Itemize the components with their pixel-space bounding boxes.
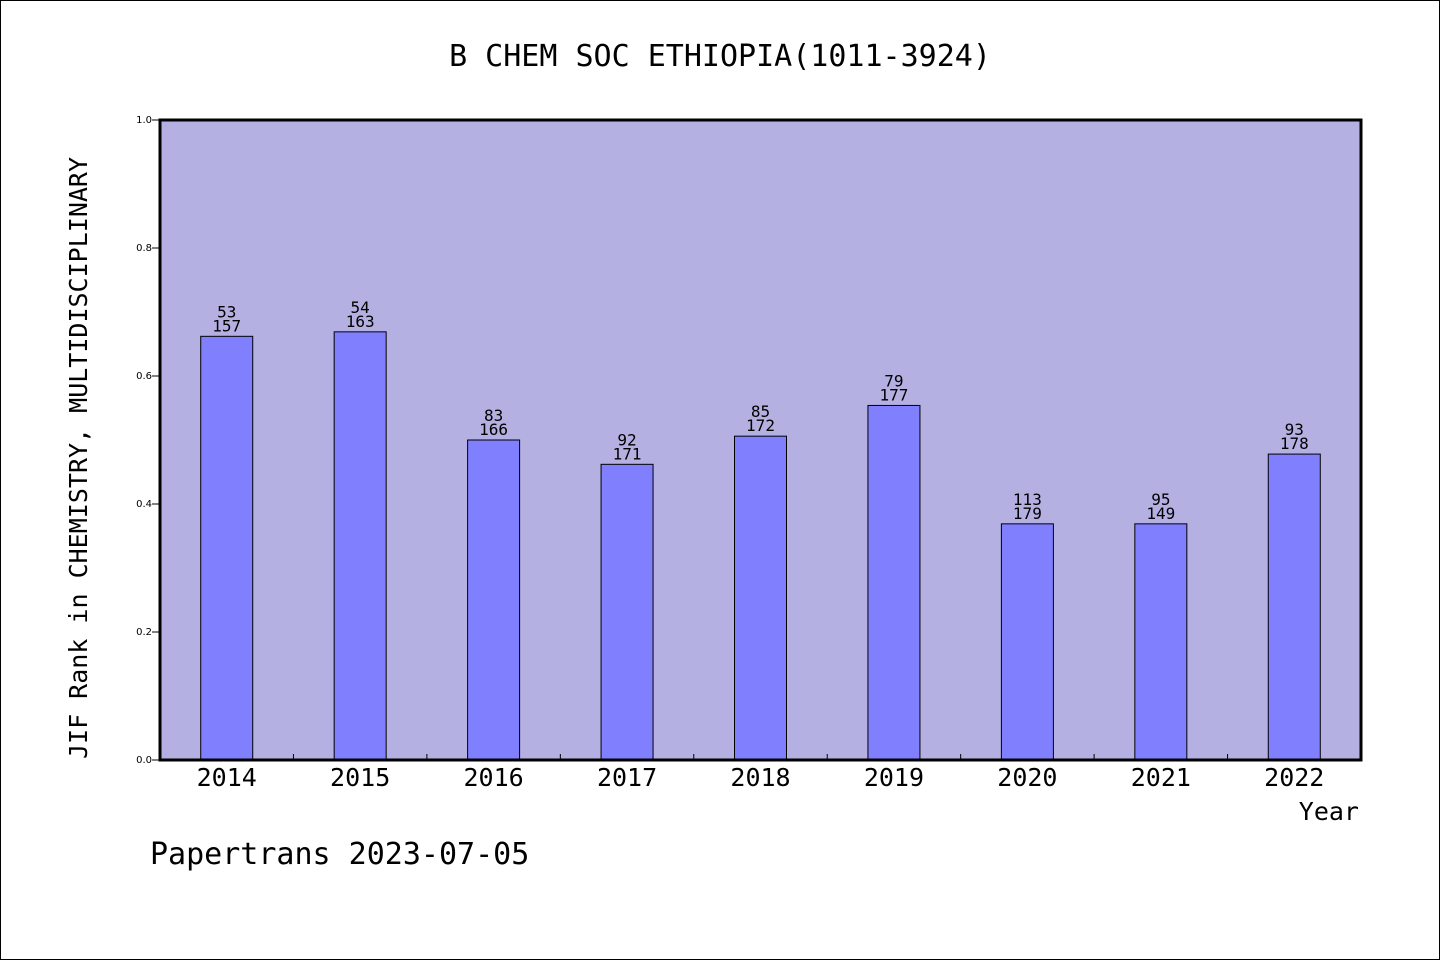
y-tick-label: 0.0 [136,755,152,766]
bar-2020 [1000,523,1054,761]
x-tick-label: 2018 [730,763,790,792]
bar-2015 [333,331,387,761]
bar-label-total: 163 [346,312,375,331]
bar-2018 [734,435,787,761]
bar-2021 [1134,523,1188,761]
bar-2014 [200,335,254,761]
bar-label-rank: 54 [351,298,370,317]
bar-label-rank: 79 [884,371,903,390]
x-axis: 2014 2015 2016 2017 2018 2019 2020 2021 2022 [197,754,1324,792]
bar-2016 [467,439,521,761]
bar-label-rank: 85 [751,402,770,421]
bar-label-rank: 83 [484,406,503,425]
x-tick-label: 2016 [464,763,524,792]
x-tick-label: 2021 [1131,763,1191,792]
bar-2019 [867,404,921,761]
bar-2022 [1267,453,1321,761]
y-axis: 0.0 0.2 0.4 0.6 0.8 1.0 [136,115,160,766]
bar-label-rank: 53 [217,302,236,321]
y-axis-label: JIF Rank in CHEMISTRY, MULTIDISCIPLINARY [64,157,93,759]
bar-label-total: 178 [1280,434,1309,453]
x-tick-label: 2015 [330,763,390,792]
y-tick-label: 0.2 [136,627,152,638]
chart-title: B CHEM SOC ETHIOPIA(1011-3924) [449,39,991,74]
bar-label-total: 179 [1013,504,1042,523]
bar-label-rank: 95 [1151,490,1170,509]
x-axis-label: Year [1299,797,1359,826]
bars [200,331,1321,761]
bar-label-rank: 92 [617,430,636,449]
bar-label-total: 166 [479,420,508,439]
y-tick-label: 1.0 [136,115,152,126]
bar-label-total: 171 [613,444,642,463]
bar-label-rank: 113 [1013,490,1042,509]
bar-2017 [600,463,654,761]
x-tick-label: 2014 [197,763,257,792]
x-tick-label: 2020 [997,763,1057,792]
x-tick-label: 2019 [864,763,924,792]
x-tick-label: 2022 [1264,763,1324,792]
y-tick-label: 0.8 [136,243,152,254]
bar-label-rank: 93 [1285,420,1304,439]
bar-label-total: 157 [212,316,241,335]
plot-border [158,118,1363,762]
x-tick-label: 2017 [597,763,657,792]
bar-label-total: 172 [746,416,775,435]
y-tick-label: 0.4 [136,499,152,510]
y-tick-label: 0.6 [136,371,152,382]
bar-label-total: 149 [1146,504,1175,523]
footer-credit: Papertrans 2023-07-05 [150,837,529,872]
bar-label-total: 177 [879,385,908,404]
